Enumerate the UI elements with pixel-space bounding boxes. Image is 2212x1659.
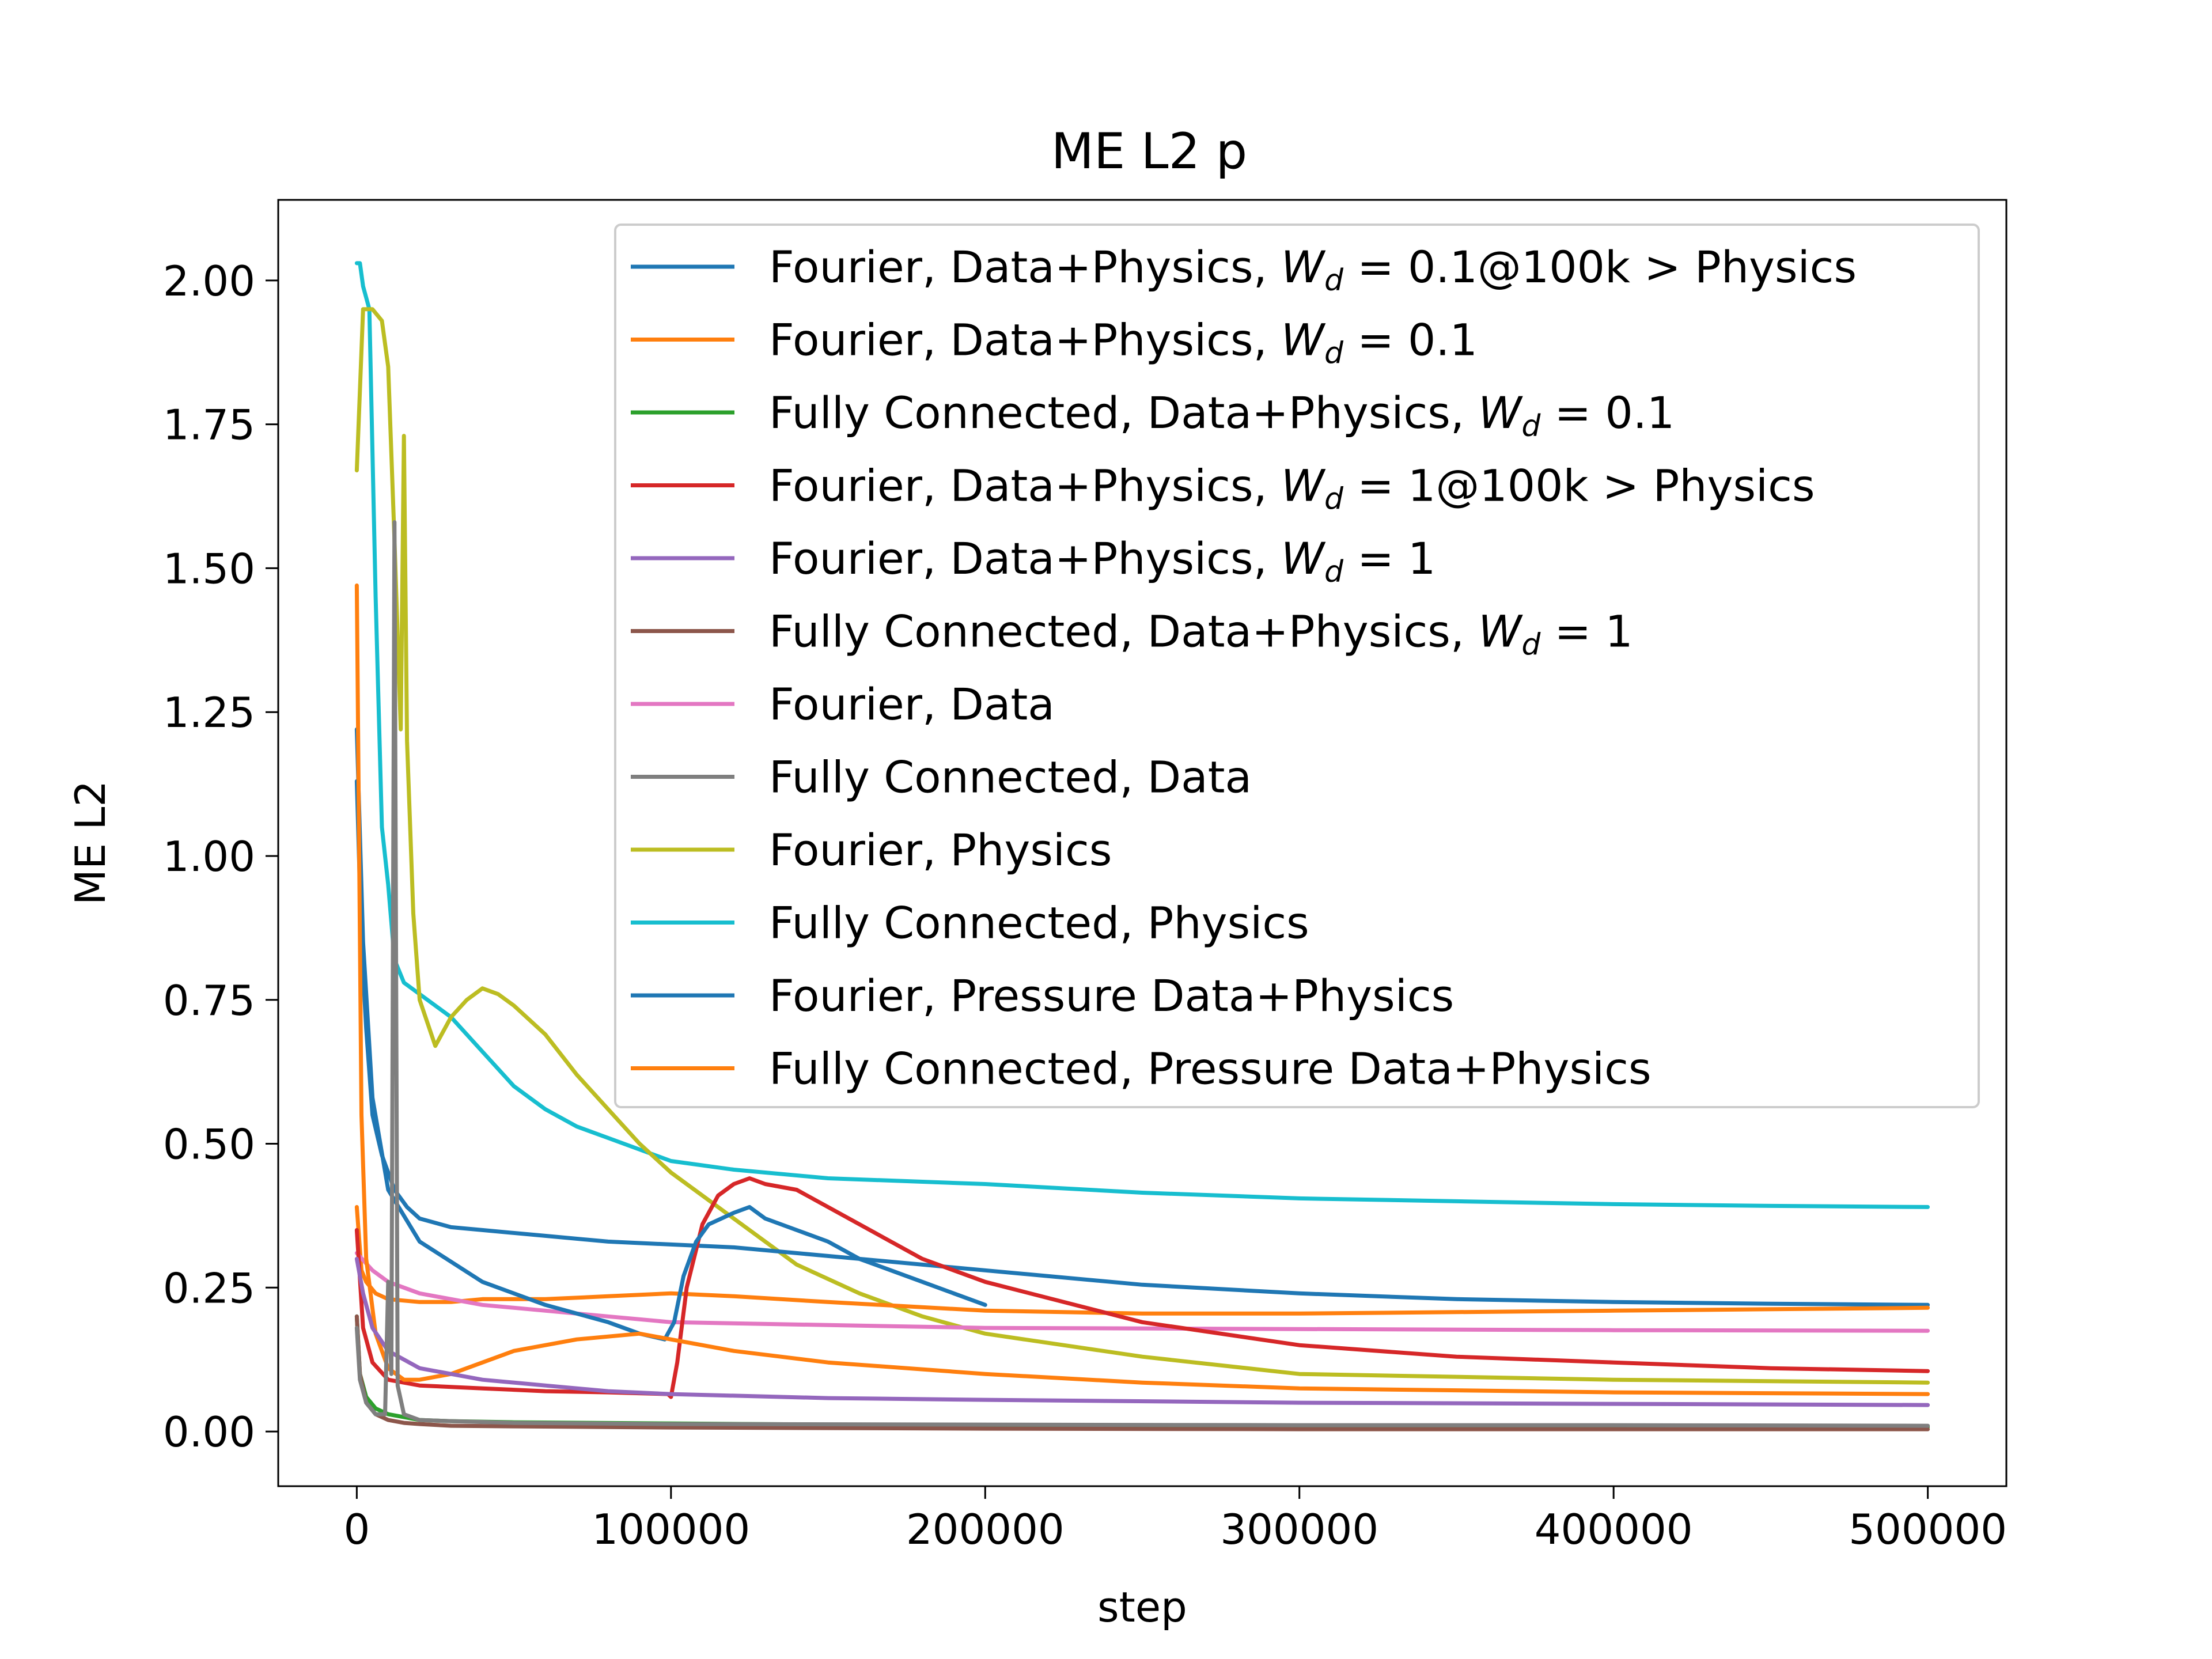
legend-label-main: Fully Connected, Pressure Data+Physics [769, 1043, 1652, 1094]
legend-math-subscript: d [1324, 482, 1344, 517]
legend-label: Fully Connected, Data [769, 752, 1252, 803]
y-tick-label: 0.25 [163, 1264, 255, 1312]
x-tick-label: 500000 [1849, 1505, 2007, 1554]
legend-label-main: Fully Connected, Data [769, 752, 1252, 803]
legend-label: Fully Connected, Physics [769, 897, 1309, 949]
legend-label-main: Fourier, Pressure Data+Physics [769, 970, 1454, 1021]
legend-math-symbol: W [1281, 241, 1326, 293]
legend-label-main: Fully Connected, Physics [769, 897, 1309, 949]
legend-label: Fourier, Data+Physics, Wd = 1 [769, 533, 1435, 589]
legend-math-subscript: d [1324, 336, 1344, 371]
legend-label: Fourier, Data [769, 679, 1055, 730]
series-line-1 [354, 727, 987, 1342]
chart-title: ME L2 p [1051, 123, 1247, 180]
series-line-8 [354, 520, 1930, 1428]
legend-label: Fourier, Data+Physics, Wd = 0.1@100k > P… [769, 241, 1857, 298]
x-axis-label: step [1097, 1583, 1187, 1631]
y-tick-label: 1.00 [163, 832, 255, 881]
legend-label-tail: = 0.1 [1343, 315, 1478, 366]
y-tick-label: 0.00 [163, 1408, 255, 1456]
y-tick-label: 1.75 [163, 401, 255, 449]
plot-frame [277, 199, 2008, 1487]
legend-math-subscript: d [1324, 555, 1344, 589]
legend-math-symbol: W [1281, 533, 1326, 584]
plot-area [277, 199, 2008, 1487]
legend-label-tail: = 0.1 [1540, 387, 1675, 438]
legend-label-main: Fourier, Data+Physics, [769, 460, 1281, 512]
legend-label-main: Fourier, Data+Physics, [769, 315, 1281, 366]
legend-label: Fourier, Pressure Data+Physics [769, 970, 1454, 1021]
x-tick-label: 200000 [906, 1505, 1065, 1554]
legend-box [614, 224, 1980, 1108]
legend-label: Fourier, Data+Physics, Wd = 0.1 [769, 315, 1478, 371]
legend-label-tail: = 1 [1343, 533, 1435, 584]
series-line-12 [354, 1205, 1930, 1316]
legend-math-symbol: W [1281, 315, 1326, 366]
legend-label: Fourier, Physics [769, 824, 1112, 876]
legend: Fourier, Data+Physics, Wd = 0.1@100k > P… [614, 224, 1980, 1108]
y-tick-label: 1.25 [163, 688, 255, 737]
legend-label-tail: = 0.1@100k > Physics [1343, 241, 1857, 293]
legend-math-symbol: W [1478, 606, 1523, 657]
legend-label-main: Fourier, Data+Physics, [769, 241, 1281, 293]
series-line-10 [354, 261, 1930, 1209]
series-layer [354, 261, 1930, 1431]
series-line-5 [354, 1256, 1930, 1407]
x-tick-label: 300000 [1220, 1505, 1378, 1554]
legend-label-main: Fully Connected, Data+Physics, [769, 606, 1478, 657]
y-tick-label: 0.50 [163, 1120, 255, 1169]
legend-label-tail: = 1 [1540, 606, 1633, 657]
legend-math-subscript: d [1521, 409, 1541, 444]
legend-math-symbol: W [1281, 460, 1326, 512]
series-line-4 [354, 1176, 1930, 1399]
y-tick-label: 1.50 [163, 544, 255, 593]
legend-math-subscript: d [1521, 628, 1541, 662]
legend-label-main: Fully Connected, Data+Physics, [769, 387, 1478, 438]
legend-label-tail: = 1@100k > Physics [1343, 460, 1815, 512]
legend-label-main: Fourier, Data [769, 679, 1055, 730]
legend-math-subscript: d [1324, 263, 1344, 298]
legend-label-main: Fourier, Physics [769, 824, 1112, 876]
y-axis-label: ME L2 [66, 781, 115, 905]
legend-math-symbol: W [1478, 387, 1523, 438]
legend-label: Fourier, Data+Physics, Wd = 1@100k > Phy… [769, 460, 1815, 517]
x-axis: 0 100000 200000 300000 400000 500000 [343, 1486, 2007, 1554]
legend-label-main: Fourier, Data+Physics, [769, 533, 1281, 584]
x-tick-label: 0 [343, 1505, 370, 1554]
y-tick-label: 0.75 [163, 976, 255, 1025]
legend-entries: Fourier, Data+Physics, Wd = 0.1@100k > P… [631, 241, 1857, 1094]
y-axis: 0.00 0.25 0.50 0.75 1.00 1.25 1.50 1.75 2.00 [163, 257, 278, 1456]
legend-label: Fully Connected, Pressure Data+Physics [769, 1043, 1652, 1094]
x-tick-label: 100000 [592, 1505, 750, 1554]
legend-label: Fully Connected, Data+Physics, Wd = 0.1 [769, 387, 1675, 444]
legend-label: Fully Connected, Data+Physics, Wd = 1 [769, 606, 1633, 662]
x-tick-label: 400000 [1535, 1505, 1693, 1554]
y-tick-label: 2.00 [163, 257, 255, 305]
